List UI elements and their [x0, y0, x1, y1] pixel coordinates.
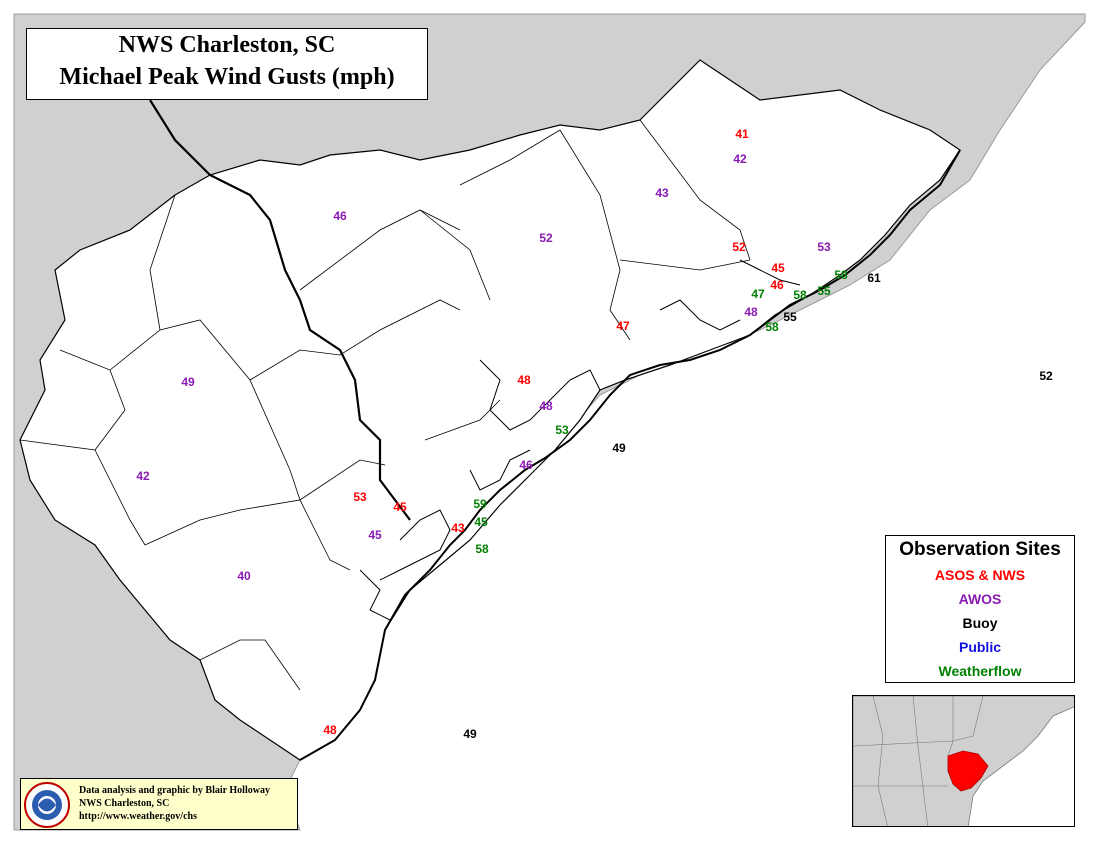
observation-label: 58: [793, 288, 807, 302]
observation-label: 48: [744, 305, 758, 319]
observation-label: 46: [519, 458, 533, 472]
inset-highlight: [947, 750, 989, 792]
legend-item-awos: AWOS: [958, 591, 1002, 607]
observation-label: 52: [732, 240, 746, 254]
observation-label: 58: [765, 320, 779, 334]
observation-label: 58: [475, 542, 489, 556]
credit-line-2: NWS Charleston, SC: [79, 798, 170, 809]
observation-label: 53: [353, 490, 367, 504]
state-border: [149, 99, 411, 521]
observation-label: 48: [539, 399, 553, 413]
legend-title: Observation Sites: [899, 539, 1061, 560]
legend-item-asos: ASOS & NWS: [934, 567, 1026, 583]
observation-label: 42: [733, 152, 747, 166]
observation-label: 55: [817, 284, 831, 298]
observation-label: 58: [834, 268, 848, 282]
legend: Observation Sites ASOS & NWS AWOS Buoy P…: [885, 535, 1075, 683]
observation-label: 46: [333, 209, 347, 223]
credit-box: Data analysis and graphic by Blair Hollo…: [20, 778, 298, 830]
observation-label: 53: [555, 423, 569, 437]
observation-label: 47: [616, 319, 630, 333]
observation-label: 40: [237, 569, 251, 583]
observation-label: 48: [323, 723, 337, 737]
observation-label: 49: [181, 375, 195, 389]
county-borders: [19, 119, 751, 691]
credit-line-3: http://www.weather.gov/chs: [79, 811, 197, 822]
title-line-1: NWS Charleston, SC: [118, 32, 336, 58]
observation-label: 53: [817, 240, 831, 254]
credit-text: Data analysis and graphic by Blair Hollo…: [79, 784, 270, 823]
observation-label: 48: [517, 373, 531, 387]
observation-label: 43: [451, 521, 465, 535]
observation-label: 59: [473, 497, 487, 511]
legend-item-weatherflow: Weatherflow: [938, 663, 1022, 679]
island-outlines: [359, 259, 801, 621]
nws-logo-icon: [24, 782, 70, 828]
coastline: [299, 149, 961, 761]
observation-label: 45: [771, 261, 785, 275]
observation-label: 41: [735, 127, 749, 141]
observation-label: 47: [751, 287, 765, 301]
observation-label: 45: [368, 528, 382, 542]
observation-label: 45: [474, 515, 488, 529]
map-title: NWS Charleston, SC Michael Peak Wind Gus…: [26, 28, 428, 100]
credit-line-1: Data analysis and graphic by Blair Hollo…: [79, 785, 270, 796]
observation-label: 45: [393, 500, 407, 514]
legend-item-public: Public: [958, 639, 1001, 655]
observation-label: 49: [463, 727, 477, 741]
observation-label: 55: [783, 310, 797, 324]
legend-item-buoy: Buoy: [962, 615, 998, 631]
observation-label: 52: [1039, 369, 1053, 383]
observation-label: 46: [770, 278, 784, 292]
observation-label: 52: [539, 231, 553, 245]
observation-label: 61: [867, 271, 881, 285]
title-line-2: Michael Peak Wind Gusts (mph): [59, 64, 395, 90]
inset-locator-map: [852, 695, 1075, 827]
observation-label: 42: [136, 469, 150, 483]
observation-label: 49: [612, 441, 626, 455]
observation-label: 43: [655, 186, 669, 200]
